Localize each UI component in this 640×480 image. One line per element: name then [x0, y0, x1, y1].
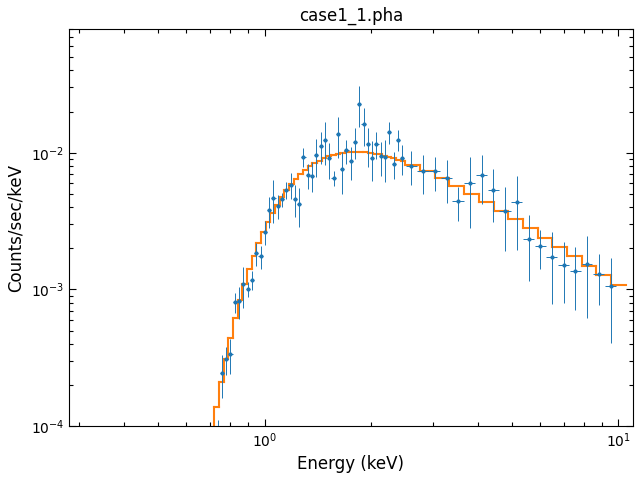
X-axis label: Energy (keV): Energy (keV) [298, 455, 404, 473]
Y-axis label: Counts/sec/keV: Counts/sec/keV [7, 164, 25, 292]
Title: case1_1.pha: case1_1.pha [299, 7, 403, 25]
